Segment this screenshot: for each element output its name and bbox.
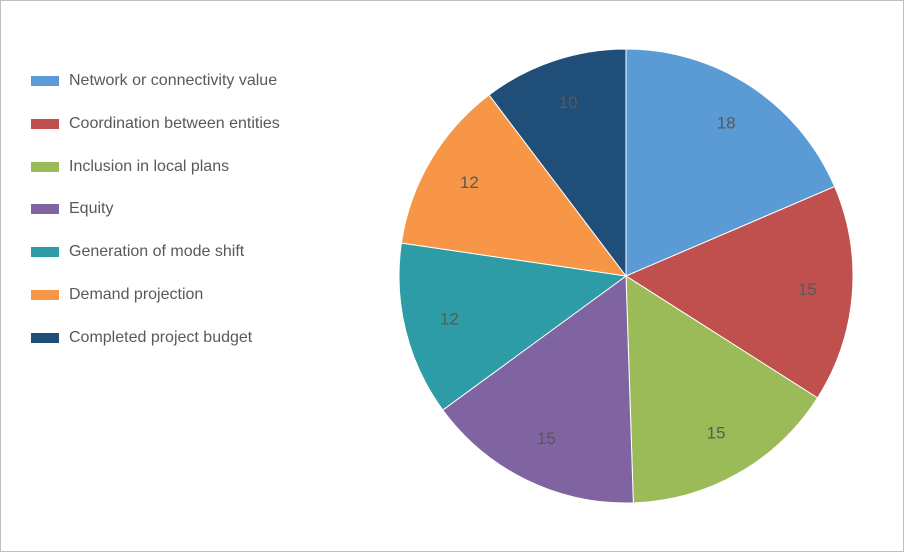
slice-value-label: 12 [440, 309, 459, 328]
legend-item: Demand projection [31, 285, 311, 306]
legend-swatch [31, 333, 59, 343]
legend-label: Equity [69, 199, 311, 220]
legend-label: Completed project budget [69, 328, 311, 349]
slice-value-label: 12 [460, 173, 479, 192]
slice-value-label: 10 [559, 93, 578, 112]
slice-value-label: 18 [717, 114, 736, 133]
legend-swatch [31, 247, 59, 257]
legend-item: Equity [31, 199, 311, 220]
legend-label: Coordination between entities [69, 114, 311, 135]
legend: Network or connectivity value Coordinatio… [31, 71, 311, 371]
legend-swatch [31, 162, 59, 172]
legend-swatch [31, 204, 59, 214]
legend-item: Coordination between entities [31, 114, 311, 135]
slice-value-label: 15 [537, 429, 556, 448]
slice-value-label: 15 [707, 424, 726, 443]
slice-value-label: 15 [798, 280, 817, 299]
legend-label: Demand projection [69, 285, 311, 306]
legend-label: Inclusion in local plans [69, 157, 311, 178]
legend-item: Completed project budget [31, 328, 311, 349]
legend-item: Network or connectivity value [31, 71, 311, 92]
chart-frame: Network or connectivity value Coordinatio… [0, 0, 904, 552]
legend-swatch [31, 119, 59, 129]
legend-label: Generation of mode shift [69, 242, 311, 263]
legend-label: Network or connectivity value [69, 71, 311, 92]
legend-swatch [31, 76, 59, 86]
pie-svg: 18 15 15 15 12 12 10 [381, 31, 871, 521]
legend-item: Generation of mode shift [31, 242, 311, 263]
legend-swatch [31, 290, 59, 300]
pie-chart: 18 15 15 15 12 12 10 [381, 31, 871, 521]
legend-item: Inclusion in local plans [31, 157, 311, 178]
